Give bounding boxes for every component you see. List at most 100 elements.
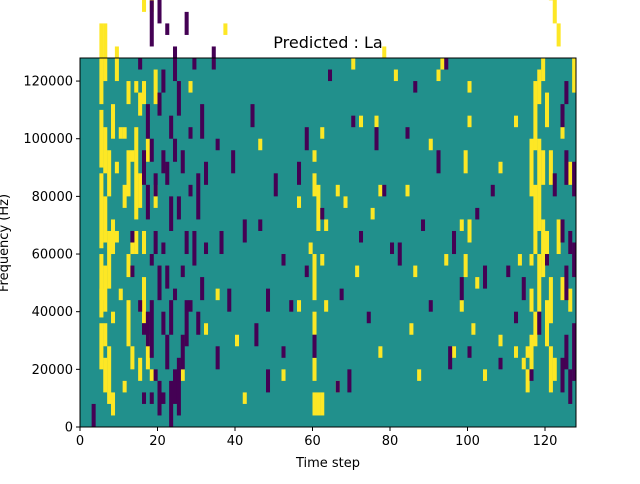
heatmap-cell-low: [165, 23, 169, 35]
heatmap-cell-high: [541, 150, 545, 185]
heatmap-cell-low: [150, 392, 154, 404]
heatmap-cell-high: [127, 81, 131, 104]
heatmap-cell-low: [251, 104, 255, 127]
heatmap-cell-low: [460, 277, 464, 300]
x-tick-label: 80: [382, 434, 399, 449]
heatmap-cell-high: [464, 150, 468, 173]
heatmap-cell-high: [316, 185, 320, 231]
heatmap-cell-low: [169, 381, 173, 427]
x-tick-label: 0: [76, 434, 84, 449]
heatmap-cell-high: [119, 289, 123, 301]
heatmap-cell-high: [204, 323, 208, 335]
heatmap-cell-low: [189, 185, 193, 197]
heatmap-cell-low: [165, 162, 169, 185]
heatmap-cell-high: [142, 0, 146, 12]
heatmap-cell-high: [468, 81, 472, 93]
heatmap-cell-high: [371, 208, 375, 220]
heatmap-cell-high: [142, 81, 146, 104]
heatmap-cell-low: [421, 219, 425, 231]
heatmap-cell-low: [429, 300, 433, 312]
heatmap-cell-high: [99, 110, 103, 168]
heatmap-cell-high: [545, 300, 549, 346]
y-tick-label: 120000: [23, 75, 73, 90]
heatmap-cell-high: [444, 254, 448, 266]
heatmap-cell-low: [359, 231, 363, 243]
y-tick-label: 100000: [23, 132, 73, 147]
heatmap-cell-low: [173, 369, 177, 404]
heatmap-cell-high: [107, 231, 111, 289]
heatmap-cell-high: [103, 196, 107, 242]
heatmap-cell-high: [375, 116, 379, 128]
heatmap-cell-low: [154, 369, 158, 381]
heatmap-cell-high: [413, 266, 417, 278]
x-axis-label: Time step: [295, 456, 360, 471]
heatmap-cell-low: [146, 312, 150, 347]
heatmap-cell-low: [305, 266, 309, 278]
heatmap-cell-high: [320, 127, 324, 139]
heatmap-cell-low: [92, 404, 96, 427]
heatmap-cell-high: [134, 81, 138, 93]
heatmap-cell-low: [483, 266, 487, 289]
heatmap-cell-high: [568, 162, 572, 185]
heatmap-cell-low: [161, 392, 165, 404]
heatmap-cell-high: [530, 254, 534, 266]
heatmap-cell-low: [142, 323, 146, 335]
heatmap-cell-high: [111, 219, 115, 254]
heatmap-cell-high: [553, 0, 557, 23]
heatmap-cell-high: [115, 46, 119, 81]
heatmap-cell-high: [138, 358, 142, 381]
x-tick-label: 60: [304, 434, 321, 449]
heatmap-cell-high: [409, 323, 413, 335]
heatmap-cell-low: [181, 150, 185, 173]
heatmap-cell-low: [305, 127, 309, 150]
heatmap-cell-high: [181, 369, 185, 381]
heatmap-cell-low: [375, 127, 379, 150]
heatmap-cell-low: [475, 208, 479, 220]
heatmap-cell-high: [514, 346, 518, 358]
heatmap-cell-low: [282, 346, 286, 358]
heatmap-cell-high: [324, 219, 328, 231]
heatmap-cell-low: [173, 46, 177, 81]
heatmap-cell-low: [448, 346, 452, 369]
heatmap-cell-low: [328, 70, 332, 82]
heatmap-cell-low: [189, 300, 193, 312]
heatmap-cell-high: [309, 243, 313, 255]
heatmap-cell-low: [173, 139, 177, 162]
heatmap-cell-high: [382, 46, 386, 58]
heatmap-cell-low: [266, 369, 270, 392]
heatmap-cell-low: [382, 185, 386, 197]
heatmap-cell-high: [258, 139, 262, 151]
heatmap-cell-low: [340, 289, 344, 301]
heatmap-cell-high: [119, 127, 123, 139]
heatmap-cell-low: [169, 196, 173, 231]
heatmap-cell-low: [437, 150, 441, 173]
heatmap-cell-low: [553, 173, 557, 196]
x-tick-label: 40: [227, 434, 244, 449]
heatmap-cell-low: [289, 300, 293, 312]
heatmap-cell-low: [452, 231, 456, 254]
heatmap-cell-low: [564, 266, 568, 301]
heatmap-cell-high: [142, 231, 146, 254]
heatmap-cell-low: [142, 150, 146, 185]
heatmap-cell-high: [545, 93, 549, 128]
heatmap-cell-high: [468, 116, 472, 128]
heatmap-cell-high: [103, 323, 107, 346]
heatmap-cell-low: [564, 150, 568, 185]
heatmap-cell-low: [185, 300, 189, 346]
heatmap-cell-low: [220, 231, 224, 254]
heatmap-cell-high: [123, 381, 127, 393]
heatmap-cell-low: [537, 312, 541, 335]
heatmap-cell-low: [192, 231, 196, 266]
x-tick-label: 100: [455, 434, 480, 449]
heatmap-cell-low: [336, 381, 340, 393]
heatmap-cell-low: [568, 369, 572, 404]
heatmap-cell-low: [367, 312, 371, 324]
heatmap-cell-low: [216, 139, 220, 151]
heatmap-cell-low: [158, 0, 162, 23]
heatmap-cell-low: [274, 173, 278, 196]
heatmap-cell-high: [406, 185, 410, 197]
heatmap-cell-low: [189, 127, 193, 139]
heatmap-cell-high: [123, 185, 127, 208]
